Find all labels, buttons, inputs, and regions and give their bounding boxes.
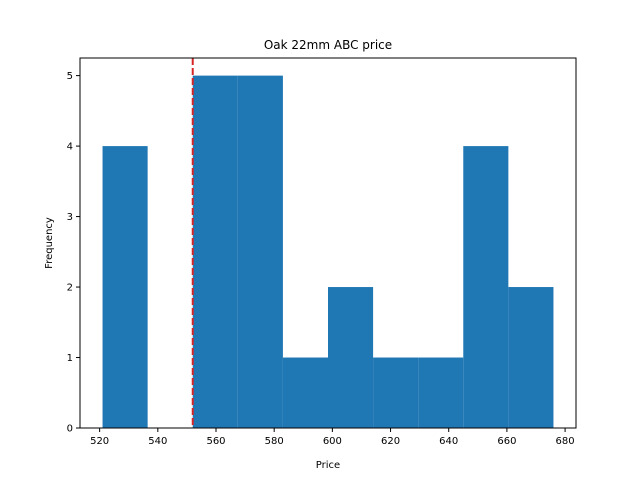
x-axis-label: Price xyxy=(316,460,340,471)
x-tick-label: 660 xyxy=(497,436,516,447)
histogram-bar xyxy=(463,146,509,428)
y-tick-label: 5 xyxy=(67,71,73,82)
histogram-bar xyxy=(237,75,283,428)
x-axis: 520 540 560 580 600 620 640 660 680 xyxy=(90,428,575,447)
x-tick-label: 640 xyxy=(439,436,458,447)
y-tick-label: 0 xyxy=(67,424,73,435)
x-tick-label: 580 xyxy=(265,436,284,447)
x-tick-label: 680 xyxy=(556,436,575,447)
x-tick-label: 600 xyxy=(323,436,342,447)
histogram-bar xyxy=(508,287,554,428)
plot-border xyxy=(79,57,577,429)
x-tick-label: 540 xyxy=(148,436,167,447)
y-tick-label: 3 xyxy=(67,212,73,223)
y-tick-label: 4 xyxy=(67,142,73,153)
y-axis-label: Frequency xyxy=(44,217,55,269)
y-axis: 0 1 2 3 4 5 xyxy=(67,71,80,435)
y-tick-label: 1 xyxy=(67,353,73,364)
histogram-bar xyxy=(418,357,464,428)
plot-frame xyxy=(79,57,577,429)
chart-title: Oak 22mm ABC price xyxy=(264,38,392,52)
x-tick-label: 620 xyxy=(381,436,400,447)
bars-group xyxy=(102,75,554,428)
histogram-bar xyxy=(373,357,419,428)
histogram-bar xyxy=(282,357,328,428)
y-tick-label: 2 xyxy=(67,283,73,294)
histogram-bar xyxy=(192,75,238,428)
x-tick-label: 520 xyxy=(90,436,109,447)
x-tick-label: 560 xyxy=(206,436,225,447)
histogram-bar xyxy=(102,146,148,428)
histogram-bar xyxy=(328,287,374,428)
